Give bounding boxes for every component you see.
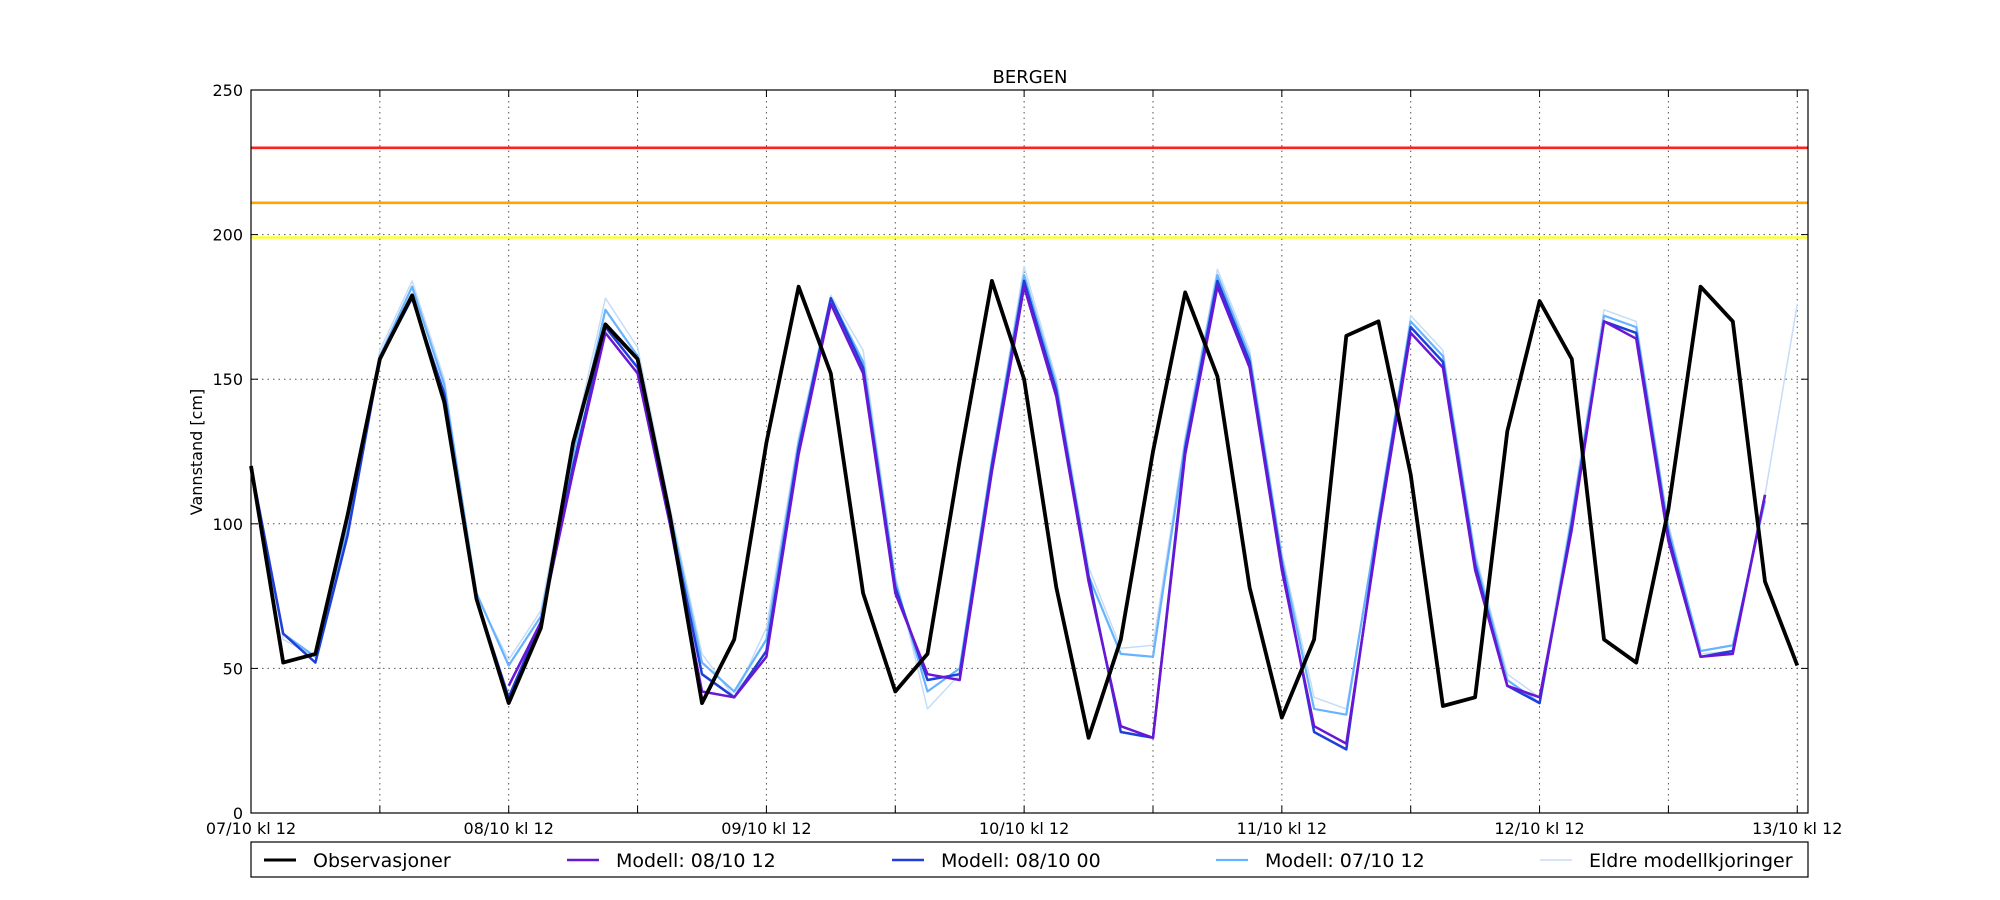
y-tick-label: 100 bbox=[212, 515, 243, 534]
x-tick-label: 08/10 kl 12 bbox=[464, 819, 554, 838]
grid-lines bbox=[251, 90, 1808, 813]
legend-label: Eldre modellkjoringer bbox=[1589, 850, 1793, 872]
x-tick-label: 07/10 kl 12 bbox=[206, 819, 296, 838]
legend-label: Modell: 07/10 12 bbox=[1265, 850, 1425, 872]
series-line bbox=[249, 279, 1767, 751]
y-tick-label: 150 bbox=[212, 370, 243, 389]
y-axis-label: Vannstand [cm] bbox=[187, 389, 206, 515]
y-tick-label: 50 bbox=[223, 659, 243, 678]
series-line bbox=[249, 274, 1767, 716]
x-tick-label: 12/10 kl 12 bbox=[1494, 819, 1584, 838]
legend-label: Observasjoner bbox=[313, 850, 451, 872]
legend: Observasjoner Modell: 08/10 12 Modell: 08/… bbox=[250, 841, 1809, 878]
y-tick-label: 200 bbox=[212, 226, 243, 245]
x-tick-label: 09/10 kl 12 bbox=[721, 819, 811, 838]
plot-area-frame bbox=[250, 89, 1809, 814]
y-tick-label: 250 bbox=[212, 81, 243, 100]
chart-title: BERGEN bbox=[992, 67, 1067, 88]
legend-label: Modell: 08/10 00 bbox=[941, 850, 1101, 872]
series-lines bbox=[249, 265, 1800, 751]
y-tick-labels: 0 50 100 150 200 250 bbox=[212, 81, 243, 823]
y-tick-label: 0 bbox=[233, 804, 243, 823]
x-tick-labels: 07/10 kl 12 08/10 kl 12 09/10 kl 12 10/10 k… bbox=[206, 819, 1843, 838]
series-line bbox=[507, 285, 1767, 745]
x-tick-label: 11/10 kl 12 bbox=[1237, 819, 1327, 838]
threshold-lines bbox=[251, 146, 1808, 239]
x-tick-label: 10/10 kl 12 bbox=[979, 819, 1069, 838]
x-tick-label: 13/10 kl 12 bbox=[1752, 819, 1842, 838]
axis-ticks bbox=[251, 89, 1808, 814]
series-line bbox=[249, 278, 1800, 740]
legend-label: Modell: 08/10 12 bbox=[616, 850, 776, 872]
